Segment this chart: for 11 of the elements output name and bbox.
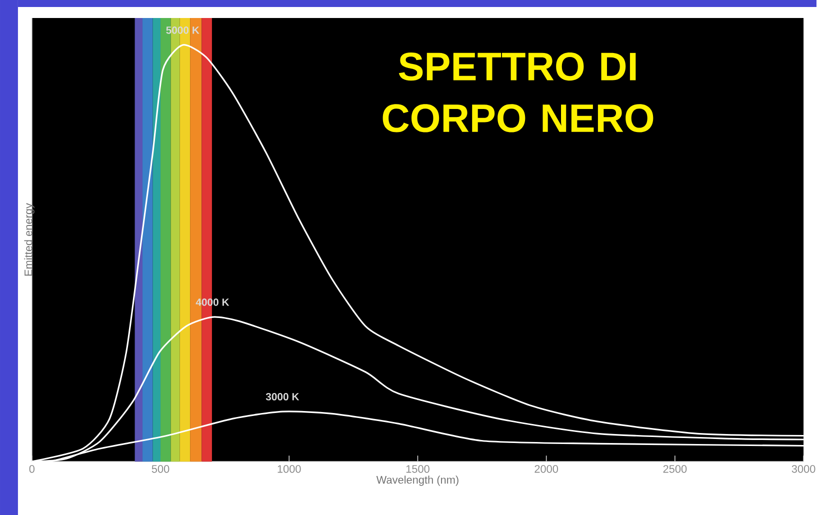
x-tick-label: 2000	[534, 464, 558, 473]
x-tick-label: 500	[152, 464, 170, 473]
x-tick-label: 1000	[278, 464, 301, 473]
x-axis-title: Wavelength (nm)	[376, 475, 458, 486]
x-tick-label: 3000	[792, 464, 816, 473]
series-label: 3000 K	[266, 392, 300, 400]
x-tick-label: 2500	[663, 464, 687, 473]
x-tick-label: 0	[29, 464, 35, 473]
text: SPETTRO DI CORPO NERO	[382, 52, 654, 132]
x-tick-label: 1500	[406, 464, 430, 473]
y-axis-title: Emitted energy	[24, 202, 34, 276]
